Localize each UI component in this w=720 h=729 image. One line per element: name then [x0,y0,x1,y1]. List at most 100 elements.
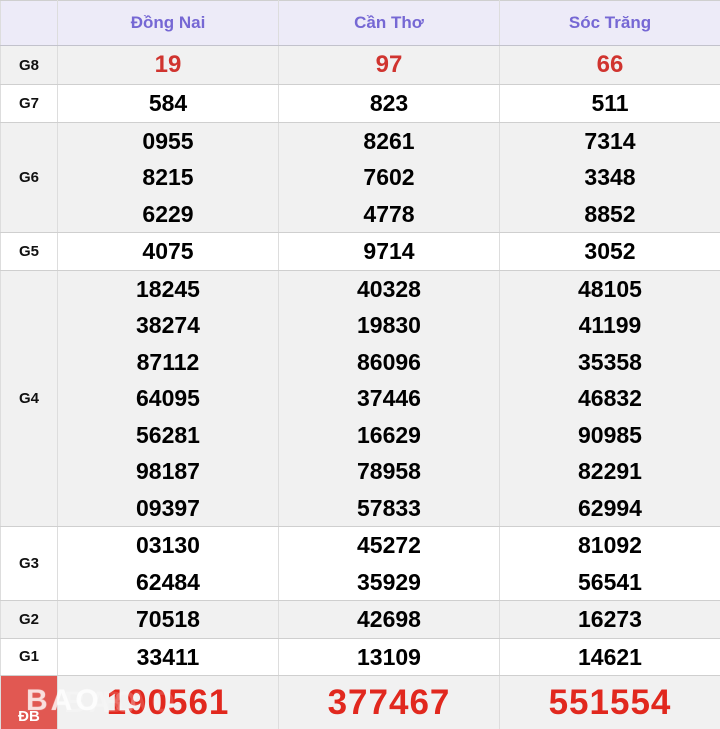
prize-value-cell: 33411 [57,637,279,676]
prize-value: 45272 [357,532,421,558]
column-header-can-tho: Cần Thơ [278,0,500,46]
prize-row-g8: G8 19 97 66 [0,45,720,85]
prize-value: 9714 [363,238,415,264]
prize-value-cell: 190561 [57,675,279,729]
prize-value-cell: 13109 [278,637,500,676]
prize-value: 16629 [357,421,421,448]
column-header-soc-trang: Sóc Trăng [499,0,720,46]
prize-value: 03130 [136,532,200,558]
prize-value: 377467 [327,683,451,722]
prize-value: 7602 [363,164,415,190]
prize-value-cell: 42698 [278,600,500,639]
prize-value-cell: 9714 [278,232,500,271]
prize-value: 78958 [357,458,421,484]
prize-value-cell: 97 [278,45,500,85]
prize-value-cell: 16273 [499,600,720,639]
prize-label: ĐB [0,675,58,729]
prize-value: 3348 [584,164,636,190]
prize-value: 82291 [578,458,642,484]
prize-value: 7314 [584,127,636,154]
prize-value: 33411 [136,643,200,670]
prize-row-g7: G7 584 823 511 [0,84,720,123]
prize-value-cell: 511 [499,84,720,123]
prize-value-cell: 18245 38274 87112 64095 56281 98187 09397 [57,269,279,527]
prize-value: 35358 [578,348,642,375]
prize-value: 70518 [136,606,200,632]
prize-value: 551554 [548,683,672,722]
prize-value: 4778 [363,200,415,227]
prize-value: 48105 [578,275,642,302]
column-header-dong-nai: Đồng Nai [57,0,279,46]
results-body: G8 19 97 66 G7 584 823 511 G6 0955 8215 6229 8261 760… [0,45,720,729]
prize-label: G4 [0,269,58,527]
prize-value: 62484 [136,568,200,595]
prize-value-cell: 14621 [499,637,720,676]
prize-value-cell: 584 [57,84,279,123]
prize-value-cell: 8261 7602 4778 [278,121,500,233]
prize-row-g5: G5 4075 9714 3052 [0,232,720,271]
prize-value: 19830 [357,312,421,338]
prize-value: 18245 [136,275,200,302]
prize-value: 19 [154,51,182,78]
prize-value-cell: 70518 [57,600,279,639]
prize-value-cell: 45272 35929 [278,526,500,601]
prize-value: 62994 [578,494,642,521]
prize-value: 87112 [136,348,200,375]
prize-value-cell: 823 [278,84,500,123]
prize-value: 40328 [357,275,421,302]
prize-value: 86096 [357,348,421,375]
prize-value-cell: 4075 [57,232,279,271]
prize-label: G7 [0,84,58,123]
prize-value: 41199 [578,312,642,338]
prize-label: G3 [0,526,58,601]
prize-value: 98187 [136,458,200,484]
prize-value: 09397 [136,494,200,521]
prize-label: G1 [0,637,58,676]
prize-value: 56541 [578,568,642,595]
corner-cell [0,0,58,46]
prize-value: 190561 [106,683,230,722]
prize-value-cell: 551554 [499,675,720,729]
prize-value-cell: 81092 56541 [499,526,720,601]
prize-value-cell: 19 [57,45,279,85]
prize-value-cell: 0955 8215 6229 [57,121,279,233]
prize-row-g6: G6 0955 8215 6229 8261 7602 4778 7314 3348 8852 [0,121,720,233]
prize-value: 66 [596,51,624,78]
prize-value-cell: 7314 3348 8852 [499,121,720,233]
prize-value: 8215 [142,164,194,190]
prize-value: 584 [148,90,188,116]
prize-value: 8852 [584,200,636,227]
prize-label: G5 [0,232,58,271]
prize-value: 4075 [142,238,194,264]
prize-value: 46832 [578,385,642,411]
prize-value: 97 [375,51,403,78]
prize-value: 16273 [578,606,642,632]
header-row: Đồng Nai Cần Thơ Sóc Trăng [0,0,720,46]
prize-value: 90985 [578,421,642,448]
prize-value: 38274 [136,312,200,338]
prize-value-cell: 48105 41199 35358 46832 90985 82291 62994 [499,269,720,527]
prize-value-cell: 03130 62484 [57,526,279,601]
prize-value-cell: 40328 19830 86096 37446 16629 78958 57833 [278,269,500,527]
prize-value: 42698 [357,606,421,632]
prize-value: 511 [591,90,629,116]
prize-value: 3052 [584,238,636,264]
prize-row-g1: G1 33411 13109 14621 [0,637,720,676]
prize-value: 6229 [142,200,194,227]
prize-row-đb: ĐB 190561 377467 551554 [0,675,720,729]
prize-value: 81092 [578,532,642,558]
prize-value-cell: 377467 [278,675,500,729]
prize-value: 0955 [142,127,194,154]
prize-row-g2: G2 70518 42698 16273 [0,600,720,639]
prize-value-cell: 66 [499,45,720,85]
prize-value: 35929 [357,568,421,595]
prize-label: G6 [0,121,58,233]
prize-value: 56281 [136,421,200,448]
prize-value: 57833 [357,494,421,521]
prize-value: 13109 [357,643,421,670]
prize-value-cell: 3052 [499,232,720,271]
prize-value: 37446 [357,385,421,411]
prize-value: 64095 [136,385,200,411]
